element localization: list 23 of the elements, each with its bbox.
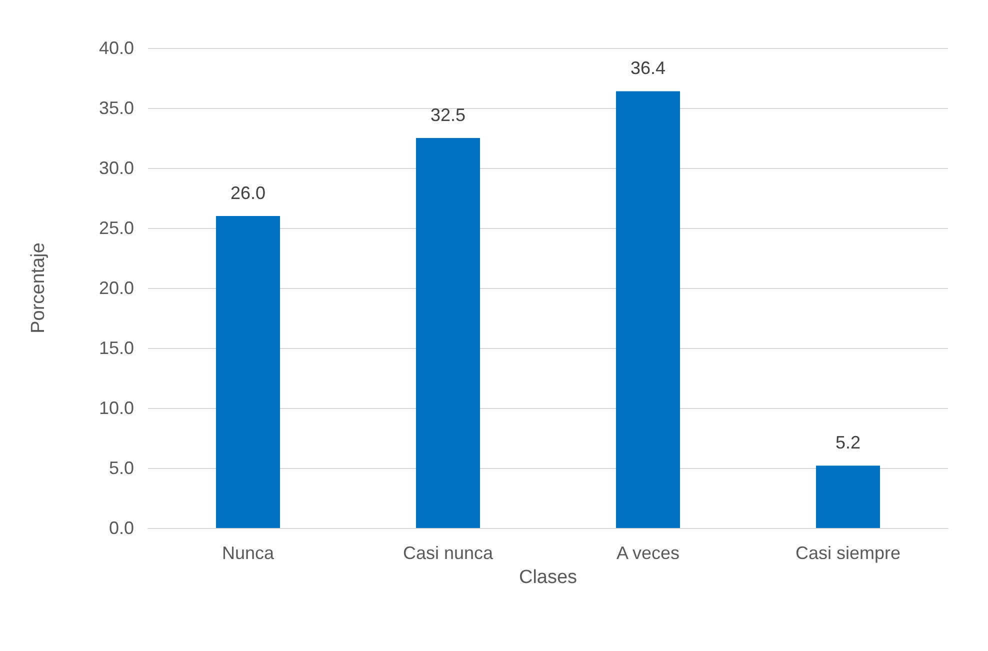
y-tick-label: 10.0	[98, 398, 134, 418]
bar	[616, 91, 680, 528]
y-tick-label: 25.0	[98, 218, 134, 238]
x-axis-title: Clases	[518, 567, 578, 588]
bar	[416, 138, 480, 528]
data-label: 26.0	[230, 183, 266, 203]
data-label: 32.5	[430, 105, 466, 125]
y-tick-label: 30.0	[98, 158, 134, 178]
y-tick-label: 20.0	[98, 278, 134, 298]
x-tick-label: Nunca	[222, 543, 276, 563]
bar	[816, 466, 880, 528]
y-tick-label: 15.0	[98, 338, 134, 358]
y-tick-label: 35.0	[98, 98, 134, 118]
data-label: 36.4	[630, 58, 666, 78]
x-tick-label: A veces	[616, 543, 680, 563]
y-tick-label: 5.0	[108, 458, 134, 478]
x-tick-label: Casi siempre	[795, 543, 901, 563]
y-tick-label: 0.0	[108, 518, 134, 538]
y-axis-title: Porcentaje	[28, 242, 49, 334]
y-tick-label: 40.0	[98, 38, 134, 58]
bar	[216, 216, 280, 528]
x-tick-label: Casi nunca	[402, 543, 494, 563]
data-label: 5.2	[835, 432, 861, 453]
